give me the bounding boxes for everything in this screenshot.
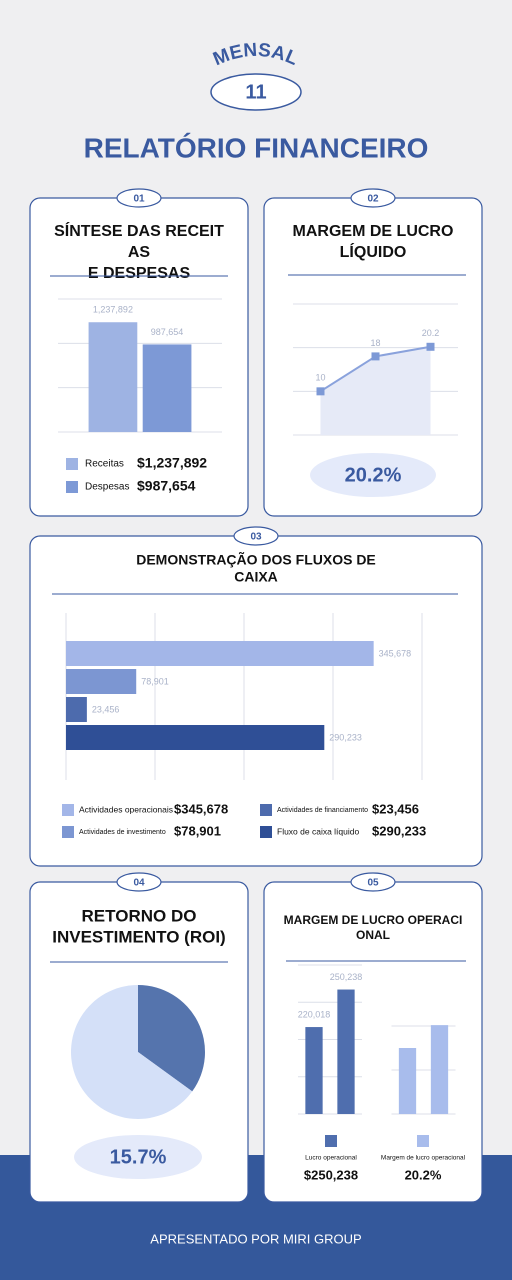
value-label: 250,238 bbox=[330, 972, 363, 982]
legend-total: $1,237,892 bbox=[137, 455, 207, 471]
card-title: LÍQUIDO bbox=[340, 242, 407, 261]
legend-swatch bbox=[62, 826, 74, 838]
bar bbox=[305, 1027, 323, 1114]
summary-value: 20.2% bbox=[345, 464, 402, 486]
point bbox=[316, 387, 325, 396]
summary-value: 15.7% bbox=[110, 1146, 167, 1168]
legend-swatch bbox=[417, 1135, 429, 1147]
card-badge bbox=[116, 872, 162, 892]
card-badge-number: 04 bbox=[133, 878, 145, 889]
card-badge-number: 02 bbox=[367, 194, 379, 205]
bar bbox=[66, 697, 87, 722]
value-label: 20.2 bbox=[422, 328, 440, 338]
card-badge bbox=[116, 188, 162, 208]
summary-pill bbox=[74, 1135, 202, 1179]
legend-swatch bbox=[260, 826, 272, 838]
card-badge bbox=[233, 526, 279, 546]
area bbox=[320, 346, 431, 435]
bar bbox=[142, 344, 192, 432]
value-label: 78,901 bbox=[141, 676, 169, 686]
bar bbox=[66, 669, 137, 694]
legend-label: Actividades de financiamento bbox=[277, 807, 368, 814]
card-title: DEMONSTRAÇÃO DOS FLUXOS DE bbox=[136, 551, 376, 568]
bar bbox=[88, 322, 138, 432]
bar bbox=[66, 641, 374, 666]
value-label: 345,678 bbox=[379, 648, 412, 658]
legend-label: Receitas bbox=[85, 459, 124, 470]
card-badge bbox=[350, 872, 396, 892]
value-label: 23,456 bbox=[92, 704, 120, 714]
card-title: INVESTIMENTO (ROI) bbox=[52, 927, 225, 946]
bar bbox=[398, 1048, 417, 1114]
legend-swatch bbox=[325, 1135, 337, 1147]
legend-swatch bbox=[62, 804, 74, 816]
card-badge-number: 05 bbox=[367, 878, 379, 889]
card bbox=[29, 535, 483, 867]
legend-label: Actividades de investimento bbox=[79, 829, 166, 836]
footer-text: APRESENTADO POR MIRI GROUP bbox=[150, 1231, 361, 1246]
card-badge-number: 03 bbox=[250, 532, 262, 543]
card-title: SÍNTESE DAS RECEIT bbox=[54, 221, 224, 240]
legend-swatch bbox=[260, 804, 272, 816]
legend-total: $78,901 bbox=[174, 823, 221, 838]
bar bbox=[430, 1025, 449, 1114]
legend-swatch bbox=[66, 458, 78, 470]
legend-label: Actividades operacionais bbox=[79, 804, 173, 814]
legend-swatch bbox=[66, 481, 78, 493]
legend-total: $290,233 bbox=[372, 823, 426, 838]
pie-slice bbox=[138, 985, 206, 1092]
card-title: AS bbox=[128, 244, 151, 261]
card-title: ONAL bbox=[356, 928, 390, 942]
issue-number: 11 bbox=[245, 81, 266, 103]
main-title: RELATÓRIO FINANCEIRO bbox=[84, 132, 429, 163]
card-badge-number: 01 bbox=[133, 194, 145, 205]
point bbox=[426, 342, 435, 351]
legend-total: $345,678 bbox=[174, 801, 228, 816]
legend-total: 20.2% bbox=[405, 1167, 442, 1182]
value-label: 987,654 bbox=[151, 327, 184, 337]
legend-total: $250,238 bbox=[304, 1167, 358, 1182]
bar bbox=[337, 989, 355, 1114]
card-title: CAIXA bbox=[234, 569, 278, 585]
value-label: 1,237,892 bbox=[93, 305, 133, 315]
legend-label: Despesas bbox=[85, 482, 129, 493]
point bbox=[371, 352, 380, 361]
legend-label: Lucro operacional bbox=[305, 1155, 357, 1162]
value-label: 18 bbox=[370, 338, 380, 348]
card-badge bbox=[350, 188, 396, 208]
card-title: RETORNO DO bbox=[82, 906, 197, 925]
value-label: 10 bbox=[315, 373, 325, 383]
pie-slice bbox=[71, 985, 193, 1119]
issue-badge bbox=[210, 73, 302, 111]
card-title: MARGEM DE LUCRO bbox=[293, 223, 454, 240]
value-label: 220,018 bbox=[298, 1009, 331, 1019]
bar bbox=[66, 725, 325, 750]
legend-total: $23,456 bbox=[372, 801, 419, 816]
legend-label: Fluxo de caixa líquido bbox=[277, 826, 359, 836]
value-label: 290,233 bbox=[329, 732, 362, 742]
card-title: MARGEM DE LUCRO OPERACI bbox=[284, 913, 463, 927]
legend-label: Margem de lucro operacional bbox=[381, 1155, 466, 1162]
legend-total: $987,654 bbox=[137, 478, 196, 494]
summary-pill bbox=[310, 453, 436, 497]
card-title: E DESPESAS bbox=[88, 265, 191, 282]
